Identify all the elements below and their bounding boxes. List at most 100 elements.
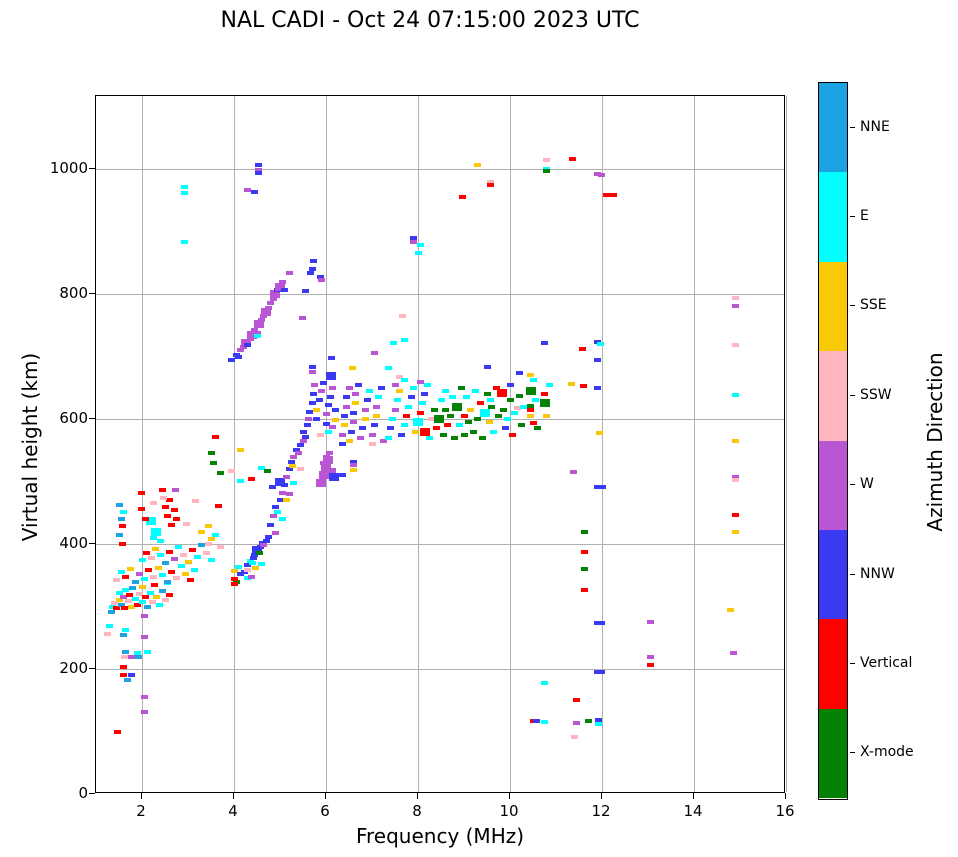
data-point-nnw: [308, 401, 316, 406]
data-point-v: [118, 542, 126, 547]
data-point-nnw: [541, 340, 548, 345]
data-point-nne: [159, 588, 167, 593]
data-point-sse: [283, 498, 291, 503]
data-point-nne: [117, 517, 125, 522]
data-point-sse: [198, 529, 206, 534]
data-point-w: [247, 330, 258, 339]
data-point-ssw: [113, 578, 121, 583]
data-point-w: [271, 530, 279, 535]
data-point-e: [490, 429, 498, 434]
data-point-nnw: [501, 426, 509, 431]
data-point-nne: [120, 632, 128, 637]
data-point-ssw: [104, 632, 112, 637]
chart-title: NAL CADI - Oct 24 07:15:00 2023 UTC: [220, 8, 640, 33]
x-gridline: [694, 96, 695, 792]
data-point-ssw: [136, 592, 144, 597]
colorbar-tick: [850, 216, 855, 218]
data-point-x: [499, 407, 507, 412]
data-point-e: [545, 382, 553, 387]
data-point-nnw: [398, 432, 406, 437]
x-gridline: [418, 96, 419, 792]
colorbar-segment-nne: [819, 83, 847, 173]
data-point-w: [247, 574, 255, 579]
data-point-x: [216, 470, 224, 475]
data-point-v: [444, 423, 452, 428]
data-point-x: [525, 386, 536, 395]
colorbar-label-e: E: [860, 208, 869, 225]
data-point-nnw: [301, 434, 309, 439]
data-point-nne: [122, 649, 130, 654]
data-point-v: [118, 523, 126, 528]
data-point-v: [166, 593, 174, 598]
data-point-sse: [237, 448, 245, 453]
data-point-v: [580, 383, 588, 388]
x-axis-label: Frequency (MHz): [355, 824, 525, 848]
data-point-w: [317, 388, 325, 393]
data-point-ssw: [191, 498, 199, 503]
x-tick: [509, 793, 510, 799]
data-point-nnw: [292, 448, 300, 453]
data-point-nnw: [251, 553, 259, 558]
data-point-x: [452, 402, 463, 411]
data-point-sse: [252, 566, 260, 571]
colorbar-segment-ssw: [819, 351, 847, 441]
data-point-v: [137, 507, 145, 512]
data-point-ssw: [486, 180, 494, 185]
colorbar-label-ssw: SSW: [860, 386, 892, 403]
data-point-w: [308, 369, 316, 374]
data-point-e: [405, 404, 413, 409]
data-point-w: [316, 478, 327, 487]
data-point-sse: [154, 565, 162, 570]
data-point-e: [140, 577, 148, 582]
data-point-v: [497, 388, 508, 397]
data-point-nnw: [343, 395, 351, 400]
data-point-sse: [474, 163, 482, 168]
data-point-e: [138, 600, 146, 605]
data-point-ssw: [399, 313, 407, 318]
data-point-nnw: [249, 555, 257, 560]
data-point-nnw: [595, 718, 603, 723]
data-point-e: [531, 398, 539, 403]
x-gridline: [326, 96, 327, 792]
data-point-nnw: [377, 385, 385, 390]
data-point-sse: [396, 388, 404, 393]
data-point-sse: [128, 604, 136, 609]
data-point-w: [371, 350, 379, 355]
data-point-ssw: [179, 552, 187, 557]
data-point-sse: [527, 373, 535, 378]
data-point-nne: [161, 560, 169, 565]
data-point-w: [352, 392, 360, 397]
data-point-e: [426, 435, 433, 440]
data-point-e: [414, 250, 422, 255]
data-point-ssw: [150, 501, 158, 506]
data-point-nnw: [597, 670, 605, 675]
data-point-x: [515, 393, 523, 398]
data-point-ssw: [183, 522, 191, 527]
data-point-e: [324, 429, 332, 434]
data-point-nnw: [255, 163, 263, 168]
data-point-v: [646, 662, 654, 667]
x-tick-label: 14: [683, 802, 703, 820]
data-point-v: [163, 513, 171, 518]
data-point-sse: [340, 423, 348, 428]
data-point-w: [322, 412, 330, 417]
data-point-sse: [727, 608, 735, 613]
data-point-w: [573, 720, 581, 725]
data-point-sse: [731, 438, 739, 443]
y-tick-label: 1000: [49, 159, 88, 178]
data-point-sse: [345, 438, 353, 443]
data-point-e: [258, 466, 266, 471]
colorbar-tick: [850, 573, 855, 575]
data-point-e: [541, 681, 548, 686]
data-point-ssw: [731, 295, 739, 300]
data-point-w: [318, 471, 329, 480]
colorbar-label-w: W: [860, 476, 874, 493]
data-point-nnw: [244, 343, 252, 348]
data-point-v: [541, 392, 548, 397]
data-point-e: [150, 535, 157, 540]
data-point-e: [274, 509, 282, 514]
data-point-v: [142, 595, 150, 600]
data-point-w: [391, 407, 399, 412]
x-tick: [325, 793, 326, 799]
data-point-sse: [467, 407, 475, 412]
